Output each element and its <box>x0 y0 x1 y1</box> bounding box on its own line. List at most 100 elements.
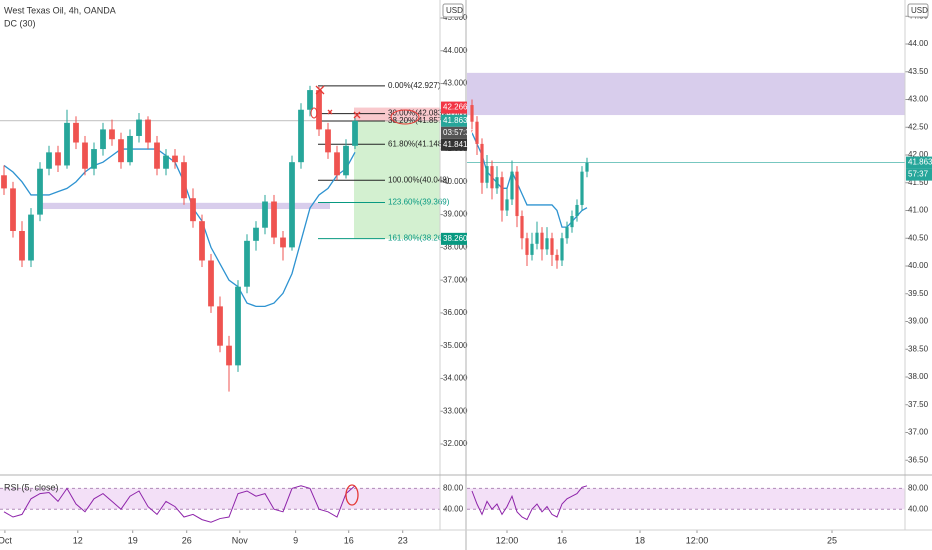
countdown: 03:57:37 <box>443 128 475 137</box>
target-label: 38.260 <box>443 234 468 243</box>
candle-body <box>298 109 304 163</box>
annotation-mark <box>315 85 361 119</box>
x-tick-label: 16 <box>557 535 567 545</box>
candle-body <box>500 177 504 211</box>
rsi-band <box>467 488 905 510</box>
rsi-tick-label: 80.00 <box>443 484 464 493</box>
rsi-tick-label: 40.00 <box>908 504 929 513</box>
candle-body <box>37 168 43 215</box>
candle-body <box>253 227 259 241</box>
candle-body <box>580 171 584 205</box>
candle-body <box>91 149 97 169</box>
x-tick-label: 18 <box>635 535 645 545</box>
fib-label: 123.60%(39.369) <box>388 198 450 207</box>
candle-body <box>575 204 579 217</box>
candle-body <box>280 237 286 248</box>
candle-body <box>334 152 340 176</box>
fib-label: 61.80%(41.148) <box>388 139 445 148</box>
candle-body <box>271 201 277 238</box>
y-tick-label: 33.000 <box>443 406 468 415</box>
zone <box>40 202 330 210</box>
candle-body <box>555 254 559 261</box>
candle-body <box>172 155 178 163</box>
candle-body <box>217 306 223 346</box>
y-tick-label: 36.50 <box>908 455 929 464</box>
candle-body <box>352 120 358 146</box>
y-tick-label: 38.50 <box>908 344 929 353</box>
rsi-line <box>471 485 588 521</box>
candle-body <box>145 119 151 143</box>
candle-body <box>136 119 142 136</box>
candle-body <box>495 177 499 189</box>
y-tick-label: 45.000 <box>443 13 468 22</box>
y-tick-label: 40.00 <box>908 261 929 270</box>
y-tick-label: 38.00 <box>908 372 929 381</box>
y-tick-label: 36.000 <box>443 308 468 317</box>
donchian-line <box>3 148 356 308</box>
x-tick-label: Nov <box>232 535 249 545</box>
countdown: 57:37 <box>908 170 929 179</box>
candle-body <box>127 135 133 163</box>
last-price-label: 41.863 <box>443 116 468 125</box>
candle-body <box>28 214 34 261</box>
x-tick-label: 16 <box>344 535 354 545</box>
x-tick-label: 12:00 <box>496 535 519 545</box>
fib-label: 161.80%(38.269) <box>388 234 450 243</box>
candle-body <box>82 142 88 169</box>
candle-body <box>199 221 205 261</box>
rsi-band <box>0 488 440 510</box>
stop-label-box <box>441 101 467 114</box>
rsi-line <box>3 485 356 523</box>
candle-body <box>154 142 160 169</box>
candle-body <box>64 122 70 166</box>
x-tick-label: 25 <box>827 535 837 545</box>
candle-body <box>475 121 479 144</box>
candle-body <box>585 162 589 172</box>
candle-body <box>244 240 250 287</box>
rsi-tick-label: 40.00 <box>443 504 464 513</box>
candle-body <box>1 175 7 189</box>
y-tick-label: 44.000 <box>443 46 468 55</box>
x-tick-label: 12 <box>73 535 83 545</box>
candle-body <box>118 139 124 163</box>
x-tick-label: 19 <box>128 535 138 545</box>
candle-body <box>55 152 61 166</box>
annotation-circle <box>390 109 420 125</box>
candle-body <box>480 143 484 183</box>
candle-body <box>19 230 25 261</box>
candle-body <box>73 122 79 143</box>
fib-label: 0.00%(42.927) <box>388 81 441 90</box>
candle-body <box>262 201 268 228</box>
currency: USD <box>446 6 463 15</box>
candle-body <box>550 238 554 255</box>
y-tick-label: 39.00 <box>908 317 929 326</box>
y-tick-label: 37.00 <box>908 428 929 437</box>
y-tick-label: 43.50 <box>908 67 929 76</box>
candle-body <box>226 345 232 366</box>
candle-body <box>525 238 529 255</box>
candle-body <box>510 171 514 200</box>
entry-label-box <box>441 138 467 151</box>
y-tick-label: 42.50 <box>908 122 929 131</box>
candle-body <box>343 145 349 176</box>
candle-body <box>520 216 524 239</box>
candle-body <box>535 232 539 244</box>
candle-body <box>235 286 241 366</box>
candle-body <box>109 129 115 140</box>
candle-body <box>208 260 214 307</box>
candle-body <box>570 216 574 228</box>
candle-body <box>325 129 331 153</box>
currency-box <box>907 3 929 18</box>
y-tick-label: 38.000 <box>443 242 468 251</box>
x-tick-label: 9 <box>293 535 298 545</box>
annotation-circle <box>310 107 318 119</box>
last-price-label-box <box>906 156 932 169</box>
y-tick-label: 44.00 <box>908 39 929 48</box>
candle-body <box>10 188 16 231</box>
candle-body <box>470 105 474 122</box>
zone <box>467 72 905 116</box>
currency-box <box>442 3 464 18</box>
annotation-circle <box>345 484 359 506</box>
y-tick-label: 37.50 <box>908 400 929 409</box>
candle-body <box>100 129 106 150</box>
